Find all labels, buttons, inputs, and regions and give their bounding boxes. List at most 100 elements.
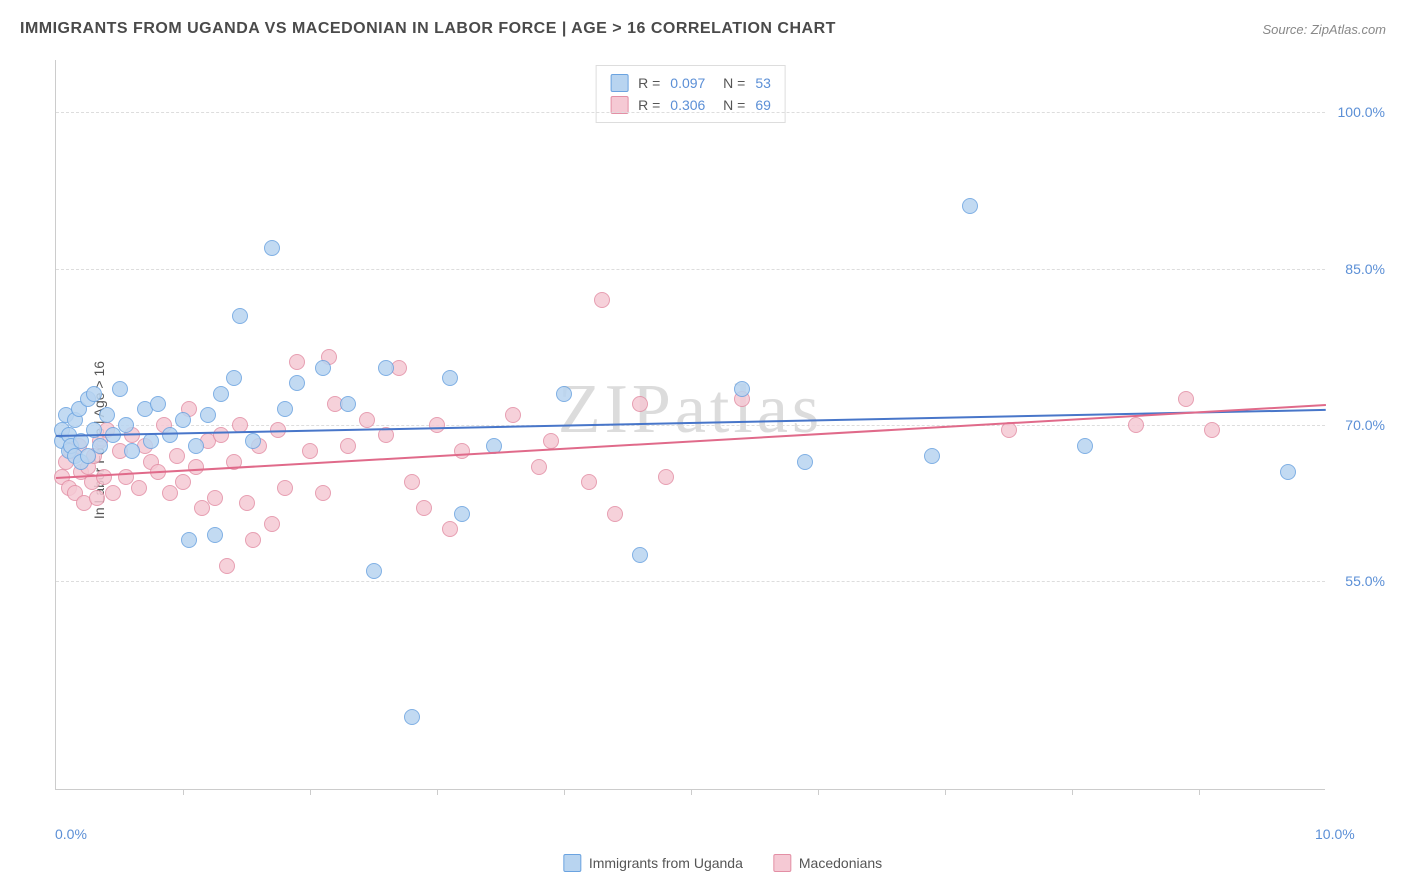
- scatter-point: [1178, 391, 1194, 407]
- scatter-point: [429, 417, 445, 433]
- scatter-point: [207, 490, 223, 506]
- x-tick: [310, 789, 311, 795]
- x-tick: [437, 789, 438, 795]
- r-label: R =: [638, 75, 660, 91]
- r-value: 0.306: [670, 97, 705, 113]
- chart-title: IMMIGRANTS FROM UGANDA VS MACEDONIAN IN …: [20, 20, 836, 38]
- series-legend: Immigrants from Uganda Macedonians: [563, 854, 882, 872]
- scatter-point: [105, 485, 121, 501]
- scatter-point: [442, 521, 458, 537]
- scatter-point: [245, 433, 261, 449]
- y-tick-label: 85.0%: [1345, 261, 1385, 277]
- chart-header: IMMIGRANTS FROM UGANDA VS MACEDONIAN IN …: [20, 20, 1386, 38]
- x-tick: [564, 789, 565, 795]
- n-value: 53: [755, 75, 771, 91]
- x-axis-max-label: 10.0%: [1315, 826, 1355, 842]
- scatter-point: [245, 532, 261, 548]
- scatter-point: [181, 532, 197, 548]
- stats-row: R = 0.097 N = 53: [610, 72, 771, 94]
- scatter-point: [175, 474, 191, 490]
- scatter-point: [454, 506, 470, 522]
- legend-swatch: [563, 854, 581, 872]
- scatter-point: [962, 198, 978, 214]
- scatter-point: [543, 433, 559, 449]
- scatter-point: [169, 448, 185, 464]
- legend-label: Immigrants from Uganda: [589, 855, 743, 871]
- scatter-point: [219, 558, 235, 574]
- scatter-point: [454, 443, 470, 459]
- scatter-point: [118, 417, 134, 433]
- r-value: 0.097: [670, 75, 705, 91]
- scatter-point: [734, 381, 750, 397]
- scatter-point: [632, 396, 648, 412]
- scatter-point: [581, 474, 597, 490]
- scatter-point: [213, 427, 229, 443]
- plot-region: ZIPatlas R = 0.097 N = 53R = 0.306 N = 6…: [55, 60, 1325, 790]
- scatter-point: [289, 354, 305, 370]
- scatter-point: [416, 500, 432, 516]
- scatter-point: [264, 240, 280, 256]
- scatter-point: [207, 527, 223, 543]
- scatter-point: [264, 516, 280, 532]
- y-tick-label: 55.0%: [1345, 573, 1385, 589]
- scatter-point: [315, 360, 331, 376]
- x-axis-min-label: 0.0%: [55, 826, 87, 842]
- scatter-point: [594, 292, 610, 308]
- scatter-point: [404, 709, 420, 725]
- scatter-point: [1280, 464, 1296, 480]
- scatter-point: [1077, 438, 1093, 454]
- scatter-point: [150, 396, 166, 412]
- n-value: 69: [755, 97, 771, 113]
- scatter-point: [175, 412, 191, 428]
- scatter-point: [131, 480, 147, 496]
- scatter-point: [213, 386, 229, 402]
- scatter-point: [315, 485, 331, 501]
- scatter-point: [366, 563, 382, 579]
- scatter-point: [302, 443, 318, 459]
- scatter-point: [505, 407, 521, 423]
- gridline: [56, 581, 1325, 582]
- gridline: [56, 269, 1325, 270]
- scatter-point: [359, 412, 375, 428]
- scatter-point: [378, 360, 394, 376]
- scatter-point: [658, 469, 674, 485]
- scatter-point: [188, 459, 204, 475]
- x-tick: [1072, 789, 1073, 795]
- scatter-point: [277, 401, 293, 417]
- x-tick: [1199, 789, 1200, 795]
- scatter-point: [112, 381, 128, 397]
- scatter-point: [200, 407, 216, 423]
- scatter-point: [289, 375, 305, 391]
- legend-swatch: [610, 74, 628, 92]
- x-tick: [818, 789, 819, 795]
- scatter-point: [1204, 422, 1220, 438]
- n-label: N =: [715, 97, 745, 113]
- source-attribution: Source: ZipAtlas.com: [1262, 22, 1386, 37]
- scatter-point: [340, 438, 356, 454]
- watermark: ZIPatlas: [558, 370, 823, 450]
- scatter-point: [556, 386, 572, 402]
- scatter-point: [86, 386, 102, 402]
- scatter-point: [239, 495, 255, 511]
- scatter-point: [797, 454, 813, 470]
- x-tick: [945, 789, 946, 795]
- scatter-point: [442, 370, 458, 386]
- scatter-point: [232, 308, 248, 324]
- x-tick: [183, 789, 184, 795]
- legend-item: Macedonians: [773, 854, 882, 872]
- scatter-point: [124, 443, 140, 459]
- scatter-point: [340, 396, 356, 412]
- gridline: [56, 112, 1325, 113]
- chart-area: In Labor Force | Age > 16 ZIPatlas R = 0…: [55, 60, 1390, 820]
- y-tick-label: 100.0%: [1338, 104, 1385, 120]
- scatter-point: [632, 547, 648, 563]
- scatter-point: [1001, 422, 1017, 438]
- n-label: N =: [715, 75, 745, 91]
- scatter-point: [531, 459, 547, 475]
- scatter-point: [162, 427, 178, 443]
- legend-label: Macedonians: [799, 855, 882, 871]
- r-label: R =: [638, 97, 660, 113]
- scatter-point: [404, 474, 420, 490]
- legend-swatch: [773, 854, 791, 872]
- scatter-point: [1128, 417, 1144, 433]
